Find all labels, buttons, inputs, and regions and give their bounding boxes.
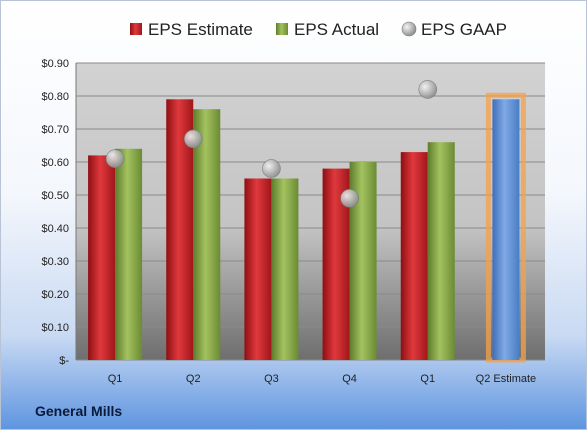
bar-eps-actual xyxy=(427,142,455,360)
x-axis: Q1 Q2 Q3 Q4 Q1 Q2 Estimate xyxy=(108,373,536,385)
legend-marker-eps-estimate xyxy=(130,23,142,35)
plot-area xyxy=(76,63,545,360)
y-tick-label: $- xyxy=(59,355,69,367)
gridlines xyxy=(76,62,545,361)
x-tick-label: Q2 Estimate xyxy=(476,373,537,385)
bar-eps-estimate xyxy=(244,178,272,360)
y-tick-label: $0.60 xyxy=(41,157,69,169)
y-tick-label: $0.70 xyxy=(41,124,69,136)
bar-eps-actual xyxy=(271,178,299,360)
gaap-points xyxy=(105,80,438,208)
company-name: General Mills xyxy=(35,403,123,419)
y-tick-label: $0.50 xyxy=(41,190,69,202)
legend-label: EPS GAAP xyxy=(421,20,507,39)
y-axis: $- $0.10 $0.20 $0.30 $0.40 $0.50 $0.60 $0.70 $0.… xyxy=(41,58,77,367)
gaap-point xyxy=(340,189,359,208)
gaap-point xyxy=(105,149,125,168)
gaap-point xyxy=(418,80,438,99)
bar-eps-estimate xyxy=(400,152,428,360)
bar-q2-estimate xyxy=(492,99,520,361)
x-tick-label: Q2 xyxy=(186,373,201,385)
x-tick-label: Q1 xyxy=(108,373,123,385)
y-tick-label: $0.10 xyxy=(41,322,69,334)
bar-eps-actual xyxy=(115,148,143,360)
y-tick-label: $0.90 xyxy=(41,58,69,70)
y-tick-label: $0.40 xyxy=(41,223,69,235)
y-tick-label: $0.30 xyxy=(41,256,69,268)
legend: EPS Estimate EPS Actual EPS GAAP xyxy=(130,20,507,39)
bar-eps-estimate xyxy=(88,155,116,360)
bars xyxy=(88,92,526,363)
legend-label: EPS Estimate xyxy=(148,20,253,39)
bar-eps-actual xyxy=(193,109,221,360)
legend-marker-eps-gaap xyxy=(401,21,417,37)
legend-label: EPS Actual xyxy=(294,20,379,39)
y-tick-label: $0.20 xyxy=(41,289,69,301)
gaap-point xyxy=(262,159,281,178)
legend-marker-eps-actual xyxy=(276,23,288,35)
x-tick-label: Q4 xyxy=(342,373,357,385)
y-tick-label: $0.80 xyxy=(41,91,69,103)
x-tick-label: Q3 xyxy=(264,373,279,385)
x-tick-label: Q1 xyxy=(420,373,435,385)
gaap-point xyxy=(183,129,203,149)
